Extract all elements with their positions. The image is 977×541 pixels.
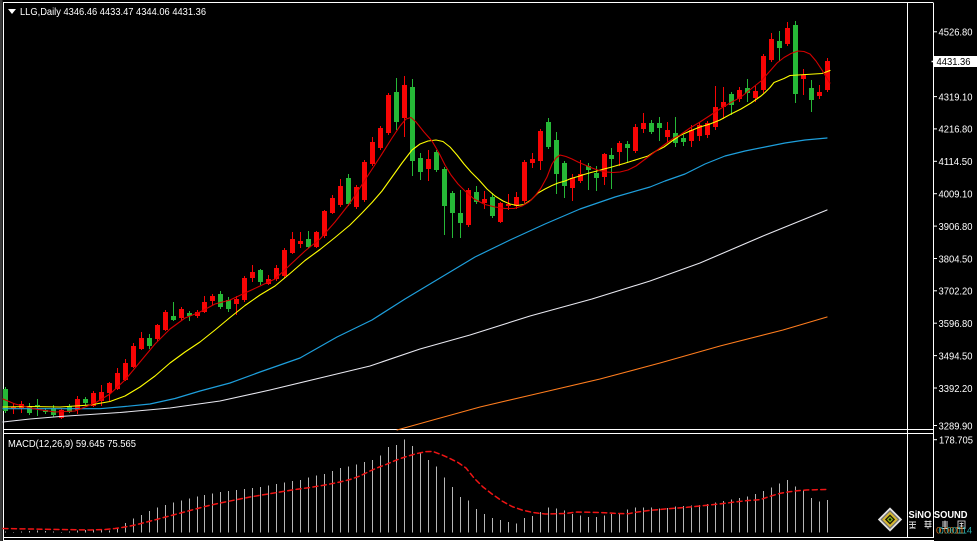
svg-text:LLG,Daily 4346.46 4433.47 434: LLG,Daily 4346.46 4433.47 4344.06 4431.3… xyxy=(20,6,206,18)
svg-text:3906.80: 3906.80 xyxy=(939,221,973,233)
svg-text:3702.20: 3702.20 xyxy=(939,286,973,298)
svg-text:4114.50: 4114.50 xyxy=(939,156,973,168)
svg-text:3392.20: 3392.20 xyxy=(939,383,973,395)
svg-text:3596.80: 3596.80 xyxy=(939,318,973,330)
svg-text:4526.80: 4526.80 xyxy=(939,27,973,39)
svg-text:4431.36: 4431.36 xyxy=(937,56,971,68)
svg-text:178.705: 178.705 xyxy=(939,435,973,447)
svg-text:3494.50: 3494.50 xyxy=(939,350,973,362)
svg-text:MACD(12,26,9) 59.645 75.565: MACD(12,26,9) 59.645 75.565 xyxy=(8,438,136,450)
svg-text:0.0011: 0.0011 xyxy=(936,526,964,537)
svg-text:4216.80: 4216.80 xyxy=(939,124,973,136)
svg-text:SiNO SOUND: SiNO SOUND xyxy=(909,510,968,521)
svg-text:4009.10: 4009.10 xyxy=(939,189,973,201)
svg-text:0.00114: 0.00114 xyxy=(939,526,973,537)
svg-text:3804.50: 3804.50 xyxy=(939,253,973,265)
svg-text:3289.90: 3289.90 xyxy=(939,420,973,432)
svg-text:4319.10: 4319.10 xyxy=(939,91,973,103)
